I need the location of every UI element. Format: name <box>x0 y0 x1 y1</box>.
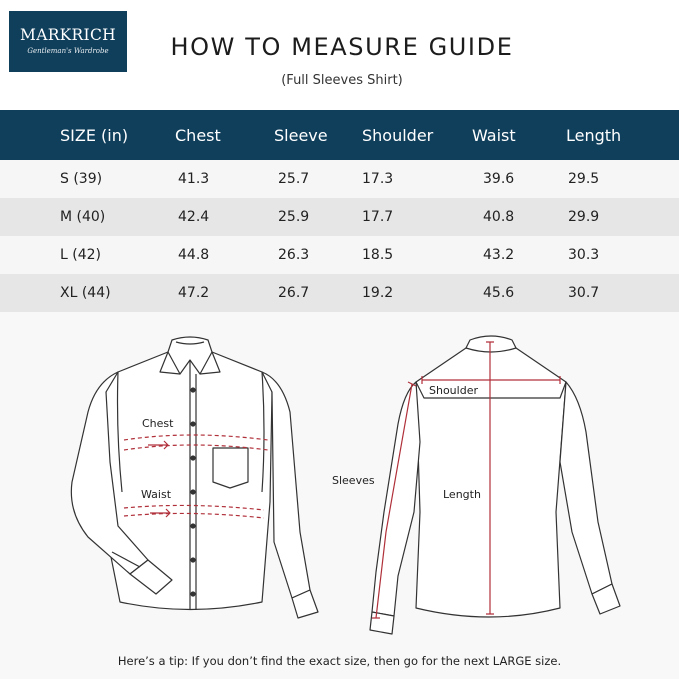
cell-chest: 44.8 <box>178 247 210 263</box>
header-sleeve: Sleeve <box>274 125 328 145</box>
cell-waist: 40.8 <box>483 209 515 225</box>
shirt-front-icon <box>70 336 319 619</box>
shirt-back-icon <box>369 335 621 635</box>
measurement-diagram: Chest Waist Sleeves Shoulder Length <box>0 312 679 652</box>
header-size: SIZE (in) <box>60 125 129 145</box>
cell-size: L (42) <box>60 247 101 263</box>
cell-shoulder: 19.2 <box>362 285 394 301</box>
table-row: M (40) 42.4 25.9 17.7 40.8 29.9 <box>0 198 679 236</box>
shoulder-label: Shoulder <box>429 384 478 397</box>
cell-length: 30.3 <box>568 247 600 263</box>
cell-size: M (40) <box>60 209 106 225</box>
size-chart-table: SIZE (in) Chest Sleeve Shoulder Waist Le… <box>0 110 679 312</box>
cell-length: 29.9 <box>568 209 600 225</box>
cell-waist: 39.6 <box>483 171 515 187</box>
size-tip: Here’s a tip: If you don’t find the exac… <box>117 654 562 668</box>
brand-tagline: Gentleman's Wardrobe <box>27 47 109 55</box>
table-row: S (39) 41.3 25.7 17.3 39.6 29.5 <box>0 160 679 198</box>
cell-length: 29.5 <box>568 171 600 187</box>
page-subtitle: (Full Sleeves Shirt) <box>281 73 403 88</box>
brand-logo: MARKRICH Gentleman's Wardrobe <box>9 11 127 72</box>
table-header-row: SIZE (in) Chest Sleeve Shoulder Waist Le… <box>0 110 679 160</box>
page-title: HOW TO MEASURE GUIDE <box>170 33 514 61</box>
page-header: MARKRICH Gentleman's Wardrobe HOW TO MEA… <box>0 0 679 110</box>
cell-chest: 42.4 <box>178 209 210 225</box>
cell-waist: 45.6 <box>483 285 515 301</box>
cell-shoulder: 17.7 <box>362 209 394 225</box>
cell-chest: 47.2 <box>178 285 210 301</box>
cell-chest: 41.3 <box>178 171 210 187</box>
cell-shoulder: 17.3 <box>362 171 394 187</box>
header-length: Length <box>566 125 622 145</box>
sleeves-label: Sleeves <box>332 474 375 487</box>
cell-sleeve: 26.7 <box>278 285 310 301</box>
cell-size: XL (44) <box>60 285 111 301</box>
table-row: XL (44) 47.2 26.7 19.2 45.6 30.7 <box>0 274 679 312</box>
cell-length: 30.7 <box>568 285 600 301</box>
length-label: Length <box>443 488 481 501</box>
header-chest: Chest <box>175 125 221 145</box>
cell-sleeve: 26.3 <box>278 247 310 263</box>
cell-shoulder: 18.5 <box>362 247 394 263</box>
brand-name: MARKRICH <box>20 26 116 44</box>
table-row: L (42) 44.8 26.3 18.5 43.2 30.3 <box>0 236 679 274</box>
cell-sleeve: 25.9 <box>278 209 310 225</box>
header-waist: Waist <box>472 125 516 145</box>
cell-waist: 43.2 <box>483 247 515 263</box>
cell-sleeve: 25.7 <box>278 171 310 187</box>
chest-label: Chest <box>142 417 174 430</box>
cell-size: S (39) <box>60 171 103 187</box>
waist-label: Waist <box>141 488 172 501</box>
header-shoulder: Shoulder <box>362 125 434 145</box>
